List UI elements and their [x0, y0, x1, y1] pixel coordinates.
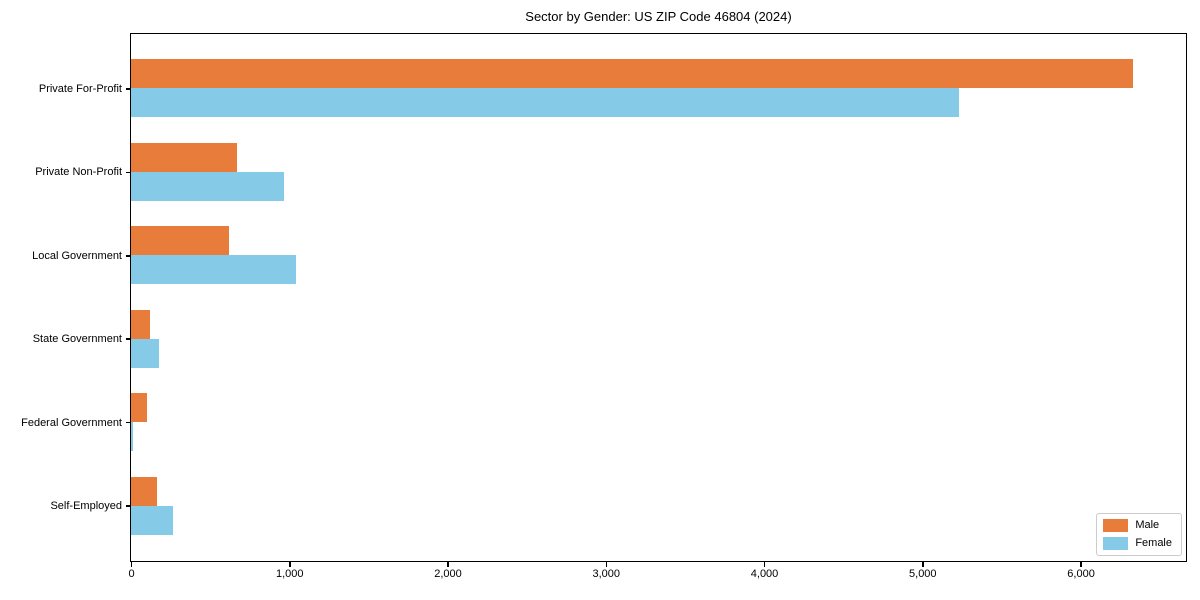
bar-female-self-employed	[131, 505, 174, 535]
y-tick-mark	[125, 88, 130, 90]
plot-area: Male Female	[130, 33, 1187, 562]
y-tick-mark	[125, 338, 130, 340]
legend-label-female: Female	[1135, 537, 1172, 549]
bar-female-private-non-profit	[131, 171, 284, 201]
x-tick-mark	[922, 562, 924, 567]
bar-female-state-government	[131, 338, 159, 368]
x-tick-mark	[130, 562, 133, 567]
x-tick-label-0: 0	[128, 568, 135, 580]
y-tick-mark	[125, 421, 130, 424]
bar-female-federal-government	[131, 422, 134, 452]
bar-male-federal-government	[131, 393, 147, 423]
bar-male-self-employed	[131, 476, 158, 506]
x-tick-label-6-000: 6,000	[1067, 568, 1095, 580]
bar-female-private-for-profit	[131, 88, 959, 118]
x-tick-mark	[763, 562, 766, 567]
x-tick-label-1-000: 1,000	[275, 568, 304, 580]
bar-male-private-non-profit	[131, 142, 238, 172]
x-tick-mark	[605, 562, 608, 567]
x-tick-label-5-000: 5,000	[909, 568, 937, 580]
category-label-federal-government: Federal Government	[21, 416, 122, 429]
y-tick-mark	[125, 505, 130, 507]
x-tick-label-4-000: 4,000	[750, 568, 779, 580]
category-label-private-non-profit: Private Non-Profit	[35, 166, 122, 179]
female-legend-swatch	[1103, 537, 1129, 550]
x-tick-label-2-000: 2,000	[434, 568, 462, 580]
legend: Male Female	[1096, 513, 1182, 556]
bar-male-private-for-profit	[131, 59, 1133, 89]
x-tick-mark	[447, 562, 449, 567]
category-label-state-government: State Government	[32, 333, 122, 346]
male-legend-swatch	[1103, 519, 1129, 532]
bar-female-local-government	[131, 255, 297, 285]
x-tick-mark	[1080, 562, 1082, 567]
bar-male-local-government	[131, 226, 230, 256]
y-tick-mark	[125, 171, 130, 173]
category-label-self-employed: Self-Employed	[50, 500, 122, 513]
legend-item-male: Male	[1103, 519, 1172, 532]
category-label-private-for-profit: Private For-Profit	[38, 82, 122, 95]
bar-male-state-government	[131, 309, 150, 339]
legend-label-male: Male	[1135, 519, 1160, 531]
x-tick-mark	[289, 562, 291, 567]
chart-title: Sector by Gender: US ZIP Code 46804 (202…	[525, 9, 792, 24]
y-tick-mark	[125, 255, 130, 257]
legend-item-female: Female	[1103, 537, 1172, 550]
x-tick-label-3-000: 3,000	[592, 568, 621, 580]
category-label-local-government: Local Government	[32, 249, 122, 262]
